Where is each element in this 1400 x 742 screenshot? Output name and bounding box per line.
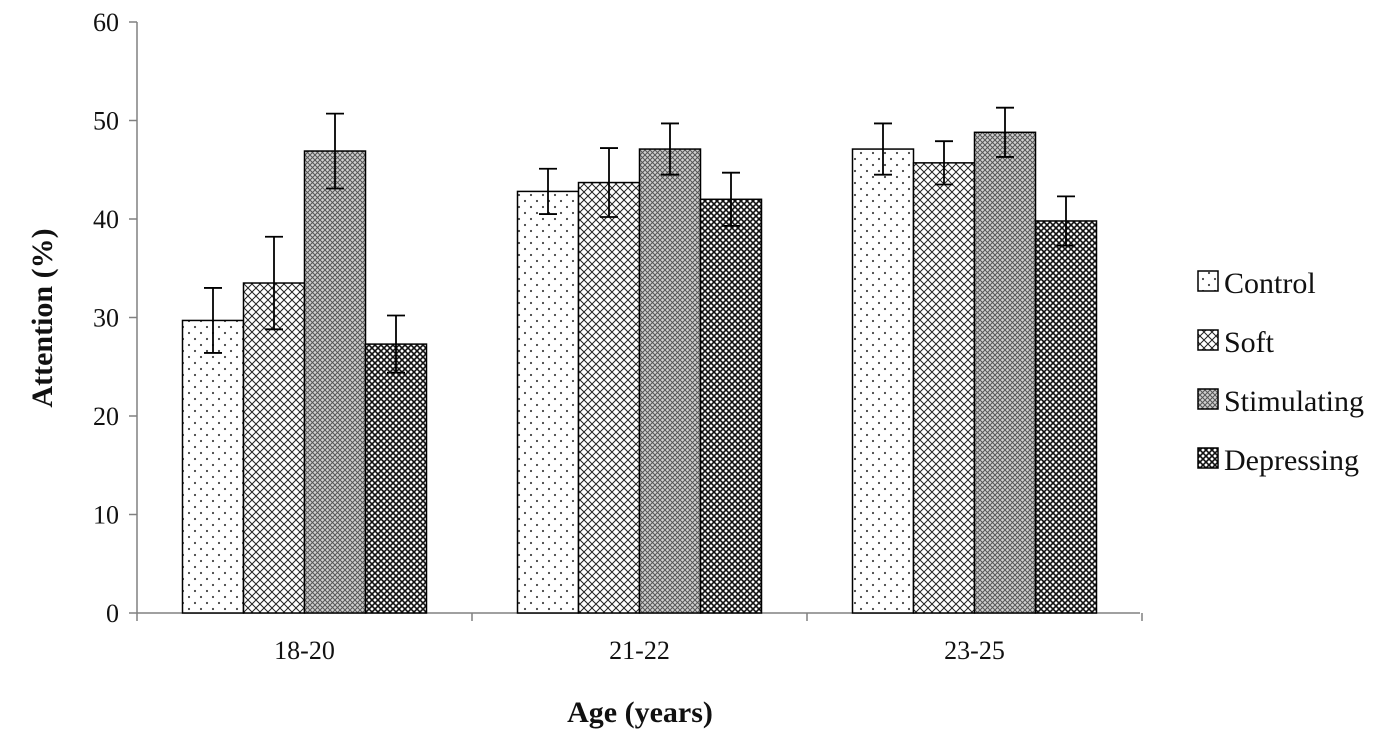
bar-stimulating-21-22: [638, 148, 702, 614]
legend-label-soft: Soft: [1224, 326, 1275, 359]
x-tick-label: 21-22: [609, 636, 670, 665]
y-tick-label: 10: [93, 501, 119, 530]
x-tick-label: 23-25: [944, 636, 1005, 665]
bar-soft-21-22: [577, 181, 641, 614]
legend-swatch-soft: [1197, 329, 1219, 351]
y-tick-label: 0: [106, 599, 119, 628]
y-axis-title: Attention (%): [26, 228, 59, 407]
plot-area: 0 10 20 30 40 50 60 18-20 21-22 23-25: [93, 8, 1143, 665]
y-tick-label: 20: [93, 402, 119, 431]
y-tick-label: 50: [93, 107, 119, 136]
legend-label-stimulating: Stimulating: [1224, 385, 1364, 418]
x-axis-title: Age (years): [567, 696, 713, 729]
bar-depressing-18-20: [364, 343, 428, 614]
legend-swatch-stimulating: [1197, 388, 1219, 410]
legend-swatch-depressing: [1197, 447, 1219, 469]
bar-control-23-25: [851, 148, 915, 614]
legend: Control Soft Stimulating Depressing: [1197, 267, 1364, 477]
y-tick-label: 30: [93, 304, 119, 333]
y-tick-label: 60: [93, 8, 119, 37]
x-tick-label: 18-20: [274, 636, 335, 665]
y-tick-label: 40: [93, 205, 119, 234]
bar-stimulating-23-25: [973, 131, 1037, 614]
bar-soft-18-20: [242, 282, 306, 614]
legend-label-depressing: Depressing: [1224, 444, 1359, 477]
legend-label-control: Control: [1224, 267, 1316, 300]
bar-control-18-20: [181, 319, 245, 614]
bar-depressing-23-25: [1034, 220, 1098, 614]
bar-depressing-21-22: [699, 198, 763, 614]
legend-swatch-control: [1197, 270, 1219, 292]
bar-soft-23-25: [912, 162, 976, 614]
bar-stimulating-18-20: [303, 150, 367, 614]
bar-control-21-22: [516, 190, 580, 614]
